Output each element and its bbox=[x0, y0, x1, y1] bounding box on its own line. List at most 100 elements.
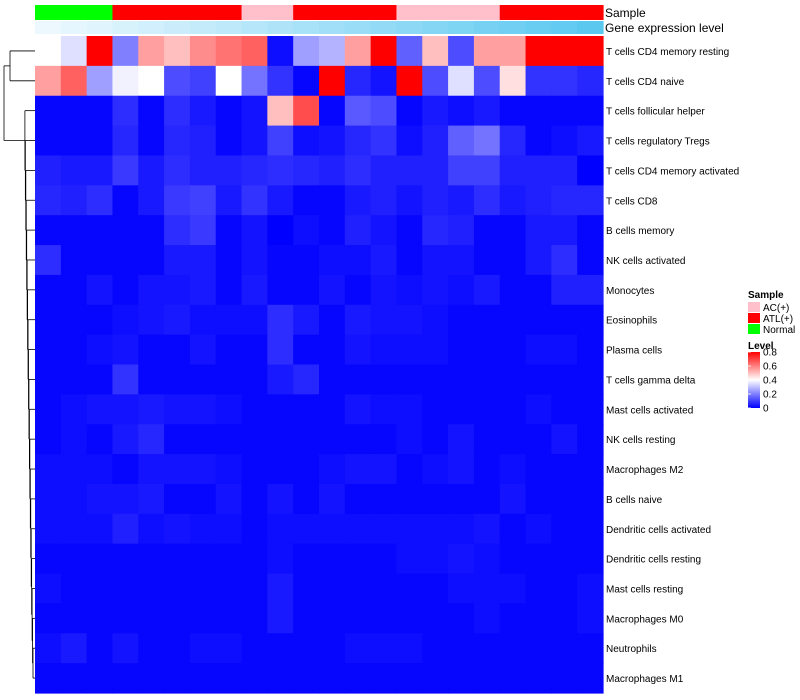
row-label: Macrophages M0 bbox=[606, 614, 684, 625]
heatmap-cell bbox=[422, 125, 449, 157]
heatmap-cell bbox=[344, 663, 372, 694]
row-label: Mast cells resting bbox=[606, 584, 683, 595]
heatmap-cell bbox=[60, 663, 88, 694]
heatmap-cell bbox=[396, 573, 423, 605]
row-label: Monocytes bbox=[606, 286, 654, 297]
heatmap-cell bbox=[448, 424, 475, 455]
heatmap-cell bbox=[525, 304, 552, 336]
heatmap-cell bbox=[189, 36, 217, 67]
heatmap-cell bbox=[189, 633, 217, 664]
heatmap-cell bbox=[60, 155, 88, 186]
heatmap-cell bbox=[86, 394, 114, 425]
legend: Sample AC(+)ATL(+)Normal Level 0.8 0.6 0.4… bbox=[748, 290, 795, 415]
heatmap-cell bbox=[138, 215, 165, 246]
heatmap-cell bbox=[241, 633, 268, 664]
heatmap-cell bbox=[319, 424, 346, 455]
heatmap-cell bbox=[422, 274, 449, 306]
heatmap-cell bbox=[577, 125, 604, 157]
heatmap-cell bbox=[499, 573, 527, 605]
heatmap-cell bbox=[422, 663, 449, 694]
heatmap-cell bbox=[473, 125, 501, 157]
legend-swatch bbox=[748, 324, 760, 334]
heatmap-cell bbox=[448, 543, 475, 575]
heatmap-cell bbox=[577, 215, 604, 246]
heatmap-cell bbox=[138, 304, 165, 336]
heatmap-cell bbox=[577, 573, 604, 605]
heatmap-cell bbox=[241, 603, 268, 634]
heatmap-cell bbox=[473, 454, 501, 485]
heatmap-cell bbox=[164, 424, 191, 455]
heatmap-cell bbox=[319, 95, 346, 127]
expression-annotation-cell bbox=[267, 21, 294, 34]
heatmap-cell bbox=[138, 663, 165, 694]
heatmap-cell bbox=[525, 185, 552, 216]
heatmap-cell bbox=[473, 245, 501, 276]
row-label: T cells regulatory Tregs bbox=[606, 137, 710, 148]
heatmap-cell bbox=[267, 155, 294, 186]
heatmap-cell bbox=[189, 454, 217, 485]
heatmap-cell bbox=[396, 274, 423, 306]
heatmap-cell bbox=[189, 543, 217, 575]
heatmap-cell bbox=[396, 633, 423, 664]
heatmap-cell bbox=[112, 364, 139, 395]
heatmap-cell bbox=[60, 633, 88, 664]
heatmap-cell bbox=[551, 185, 578, 216]
heatmap-cell bbox=[293, 483, 320, 515]
heatmap-cell bbox=[241, 185, 268, 216]
heatmap-cell bbox=[86, 454, 114, 485]
heatmap-cell bbox=[448, 573, 475, 605]
heatmap-cell bbox=[215, 513, 243, 545]
sample-annotation-cell bbox=[499, 5, 527, 20]
heatmap-cell bbox=[112, 633, 139, 664]
heatmap-cell bbox=[422, 513, 449, 545]
heatmap-cell bbox=[293, 95, 320, 127]
heatmap-cell bbox=[396, 424, 423, 455]
heatmap-cell bbox=[525, 394, 552, 425]
heatmap-cell bbox=[293, 304, 320, 336]
heatmap-cell bbox=[422, 245, 449, 276]
heatmap-cell bbox=[319, 513, 346, 545]
sample-annotation-cell bbox=[138, 5, 165, 20]
legend-item-label: ATL(+) bbox=[763, 314, 793, 325]
expression-annotation-cell bbox=[577, 21, 604, 34]
expression-annotation-cell bbox=[112, 21, 139, 34]
heatmap-cell bbox=[60, 334, 88, 366]
heatmap-cell bbox=[189, 663, 217, 694]
heatmap-cell bbox=[164, 573, 191, 605]
heatmap-cell bbox=[293, 215, 320, 246]
heatmap-cell bbox=[138, 633, 165, 664]
expression-annotation-cell bbox=[344, 21, 372, 34]
heatmap-cell bbox=[86, 155, 114, 186]
heatmap-cell bbox=[344, 543, 372, 575]
heatmap-cell bbox=[293, 364, 320, 395]
row-label: NK cells resting bbox=[606, 435, 675, 446]
heatmap-cell bbox=[319, 185, 346, 216]
heatmap-cell bbox=[215, 424, 243, 455]
heatmap-cell bbox=[499, 334, 527, 366]
heatmap-cell bbox=[473, 663, 501, 694]
heatmap-cell bbox=[422, 543, 449, 575]
sample-annotation-cell bbox=[35, 5, 62, 20]
sample-annotation-cell bbox=[473, 5, 501, 20]
heatmap-cell bbox=[215, 65, 243, 97]
heatmap-cell bbox=[525, 274, 552, 306]
heatmap-cell bbox=[499, 424, 527, 455]
heatmap-cell bbox=[370, 185, 398, 216]
heatmap-cell bbox=[35, 215, 62, 246]
heatmap-cell bbox=[164, 454, 191, 485]
heatmap-cell bbox=[138, 155, 165, 186]
heatmap-cell bbox=[422, 155, 449, 186]
heatmap-cell bbox=[473, 274, 501, 306]
row-label: Macrophages M2 bbox=[606, 465, 684, 476]
heatmap-cell bbox=[189, 95, 217, 127]
heatmap-cell bbox=[525, 125, 552, 157]
heatmap-cell bbox=[473, 424, 501, 455]
heatmap-cell bbox=[112, 663, 139, 694]
heatmap-cell bbox=[344, 125, 372, 157]
heatmap-cell bbox=[35, 36, 62, 67]
heatmap-cell bbox=[138, 394, 165, 425]
heatmap-cell bbox=[551, 633, 578, 664]
heatmap-cell bbox=[86, 364, 114, 395]
row-label: B cells memory bbox=[606, 226, 674, 237]
expression-annotation-track bbox=[35, 21, 604, 34]
